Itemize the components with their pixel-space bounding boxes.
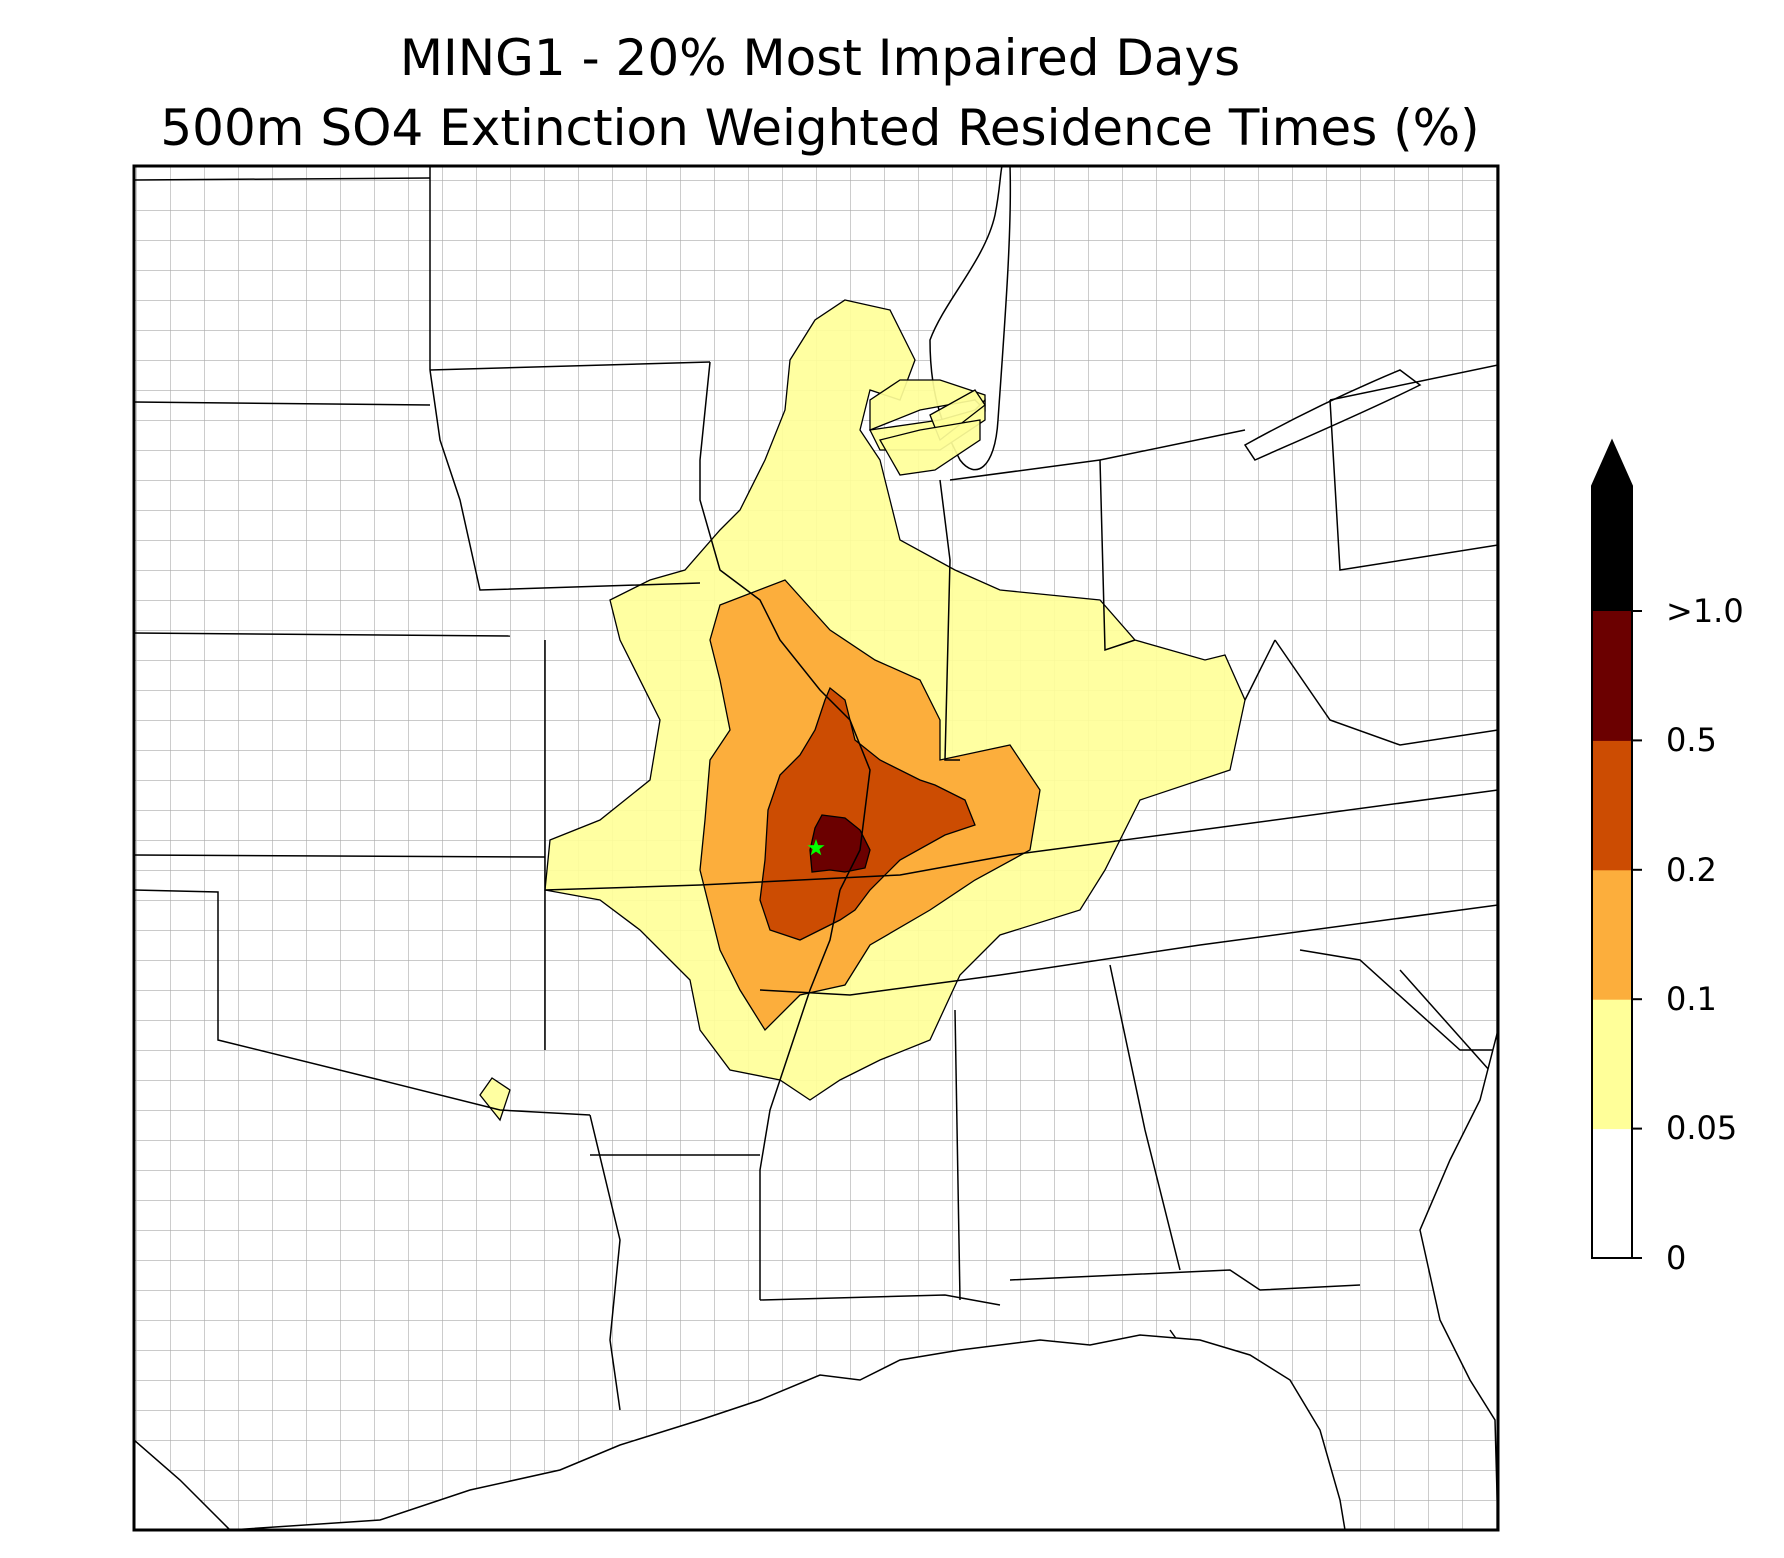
- site-marker: [807, 839, 825, 856]
- colorbar-bin: [1592, 869, 1632, 1000]
- colorbar-tick-label: 0: [1666, 1239, 1687, 1277]
- gulf-water: [229, 1334, 1346, 1530]
- colorbar-tick-label: 0.1: [1666, 980, 1717, 1018]
- state-boundaries: [134, 166, 1498, 1530]
- colorbar-bin: [1592, 1128, 1632, 1259]
- map-frame: [132, 164, 1500, 1532]
- title-line-2: 500m SO4 Extinction Weighted Residence T…: [160, 99, 1480, 157]
- lake-erie: [1243, 369, 1422, 461]
- colorbar-extend-max: [1592, 441, 1632, 611]
- colorbar-tick-label: 0.5: [1666, 721, 1717, 759]
- colorbar: [1591, 438, 1642, 1259]
- contour-0.2: [759, 686, 976, 941]
- gulf-coastline: [134, 1439, 232, 1530]
- title-line-1: MING1 - 20% Most Impaired Days: [399, 29, 1241, 87]
- site-star-icon: [807, 839, 825, 856]
- colorbar-tick-label: 0.2: [1666, 851, 1717, 889]
- colorbar-tick-label: >1.0: [1666, 592, 1744, 630]
- colorbar-tick-label: 0.05: [1666, 1109, 1738, 1147]
- map-area: [134, 166, 1498, 1530]
- colorbar-outline: [1591, 438, 1633, 1259]
- contour-0.5: [809, 814, 871, 873]
- colorbar-bin: [1592, 611, 1632, 741]
- colorbar-bin: [1592, 999, 1632, 1130]
- colorbar-bin: [1592, 740, 1632, 871]
